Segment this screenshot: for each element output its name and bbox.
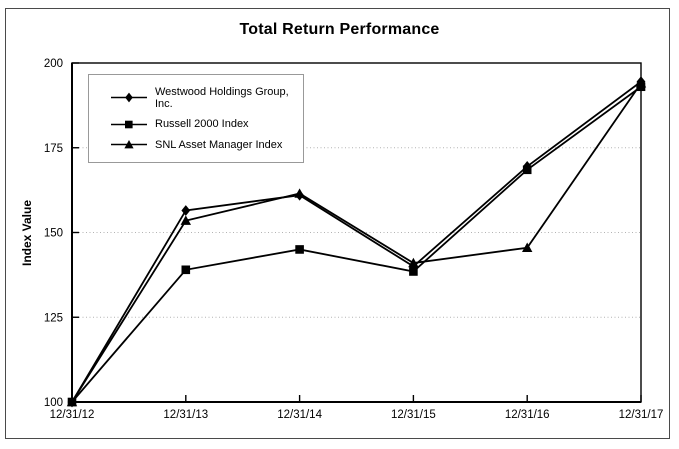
legend-label-russell: Russell 2000 Index (155, 118, 249, 130)
x-tick-label: 12/31/16 (505, 409, 550, 421)
triangle-data-point (294, 188, 305, 198)
legend-item-russell: Russell 2000 Index (110, 118, 299, 131)
legend-label-snl: SNL Asset Manager Index (155, 138, 283, 151)
y-axis-title: Index Value (20, 199, 34, 267)
square-data-point (181, 265, 191, 275)
x-tick-label: 12/31/12 (50, 409, 95, 421)
triangle-data-point (522, 242, 533, 252)
legend-item-snl: SNL Asset Manager Index (110, 138, 299, 151)
square-data-point (522, 165, 532, 175)
triangle-marker-icon (110, 138, 148, 151)
legend: Westwood Holdings Group, Inc. Russell 20… (88, 74, 304, 163)
legend-label-westwood: Westwood Holdings Group, Inc. (155, 85, 289, 110)
square-marker-icon-glyph (111, 120, 147, 128)
y-tick-label: 175 (44, 143, 63, 155)
series-line-2 (71, 82, 642, 403)
series-line-0 (71, 80, 642, 403)
y-tick-label: 200 (44, 58, 63, 70)
y-tick-label: 125 (44, 312, 63, 324)
y-tick-label: 150 (44, 228, 63, 240)
diamond-data-point (181, 205, 191, 216)
triangle-data-point (66, 396, 78, 407)
x-tick-label: 12/31/14 (277, 409, 322, 421)
chart-title: Total Return Performance (239, 21, 440, 38)
triangle-data-point (180, 215, 191, 225)
series-line-1 (71, 86, 642, 403)
square-data-point (295, 245, 304, 254)
x-tick-label: 12/31/13 (163, 409, 208, 421)
x-tick-label: 12/31/17 (619, 409, 664, 421)
diamond-marker-icon-glyph (111, 92, 147, 103)
triangle-data-point (408, 257, 419, 268)
triangle-marker-icon-glyph (111, 140, 147, 149)
x-tick-label: 12/31/15 (391, 409, 436, 421)
square-data-point (409, 267, 418, 276)
legend-item-westwood: Westwood Holdings Group, Inc. (110, 86, 299, 110)
y-tick-label: 100 (44, 397, 63, 409)
diamond-marker-icon (110, 91, 148, 104)
square-marker-icon (110, 118, 148, 131)
triangle-data-point (635, 78, 647, 88)
